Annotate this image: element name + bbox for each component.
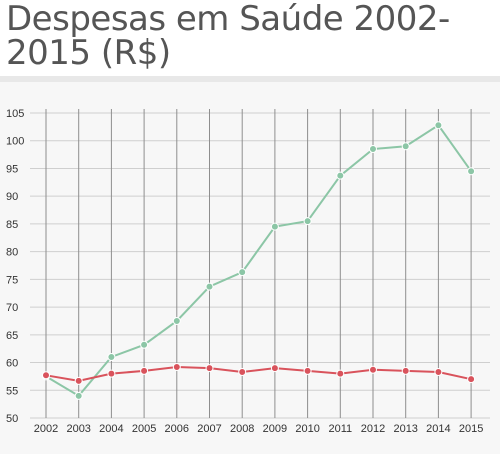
series-line-0 — [45, 123, 472, 398]
x-axis-ticks: 2002 2003 2004 2005 2006 2007 2008 2009 2010 2011… — [34, 423, 484, 435]
y-tick-label: 95 — [6, 163, 18, 175]
data-point-1 — [270, 364, 279, 373]
grid-lines — [30, 109, 490, 419]
data-point-1 — [238, 367, 247, 376]
data-point-1 — [401, 366, 410, 375]
y-tick-label: 75 — [6, 274, 18, 286]
y-tick-label: 70 — [6, 302, 18, 314]
title-divider — [0, 76, 500, 82]
data-point-0 — [467, 167, 476, 176]
y-tick-label: 85 — [6, 219, 18, 231]
data-point-1 — [74, 376, 83, 385]
data-point-1 — [434, 367, 443, 376]
data-point-0 — [336, 171, 345, 180]
x-tick-label: 2003 — [66, 423, 90, 435]
data-point-1 — [336, 369, 345, 378]
data-point-0 — [270, 222, 279, 231]
chart-area — [0, 82, 500, 454]
data-point-0 — [401, 142, 410, 151]
data-point-1 — [140, 366, 149, 375]
x-tick-label: 2004 — [99, 423, 123, 435]
x-tick-label: 2009 — [263, 423, 287, 435]
x-tick-label: 2005 — [132, 423, 156, 435]
y-tick-label: 90 — [6, 191, 18, 203]
x-tick-label: 2013 — [393, 423, 417, 435]
y-tick-label: 50 — [6, 413, 18, 425]
x-tick-label: 2007 — [197, 423, 221, 435]
data-point-1 — [172, 362, 181, 371]
data-point-1 — [303, 366, 312, 375]
series-group — [42, 121, 476, 400]
x-tick-label: 2011 — [328, 423, 352, 435]
y-tick-label: 60 — [6, 358, 18, 370]
data-point-1 — [467, 375, 476, 384]
data-point-1 — [42, 371, 50, 380]
x-tick-label: 2014 — [426, 423, 450, 435]
data-point-0 — [434, 121, 443, 130]
data-point-1 — [205, 364, 214, 373]
data-point-0 — [107, 353, 116, 361]
data-point-0 — [303, 217, 312, 226]
x-tick-label: 2012 — [361, 423, 385, 435]
y-tick-label: 100 — [6, 136, 24, 148]
data-point-0 — [205, 282, 214, 291]
y-tick-label: 105 — [6, 108, 24, 120]
x-tick-label: 2006 — [165, 423, 189, 435]
data-point-1 — [107, 369, 116, 378]
x-tick-label: 2002 — [34, 423, 58, 435]
data-point-0 — [74, 391, 83, 400]
data-point-0 — [238, 268, 247, 277]
y-tick-label: 80 — [6, 247, 18, 259]
y-tick-label: 65 — [6, 330, 18, 342]
y-axis-ticks: 50 55 60 65 70 75 80 85 90 95 100 105 — [6, 108, 24, 425]
data-point-0 — [369, 145, 377, 154]
data-point-0 — [172, 316, 181, 325]
x-tick-label: 2015 — [459, 423, 483, 435]
x-tick-label: 2010 — [295, 423, 319, 435]
page-title: Despesas em Saúde 2002-2015 (R$) — [6, 0, 450, 73]
data-point-0 — [140, 340, 149, 349]
data-point-1 — [369, 365, 377, 374]
y-tick-label: 55 — [6, 385, 18, 397]
x-tick-label: 2008 — [230, 423, 254, 435]
series-line-1 — [45, 365, 472, 382]
